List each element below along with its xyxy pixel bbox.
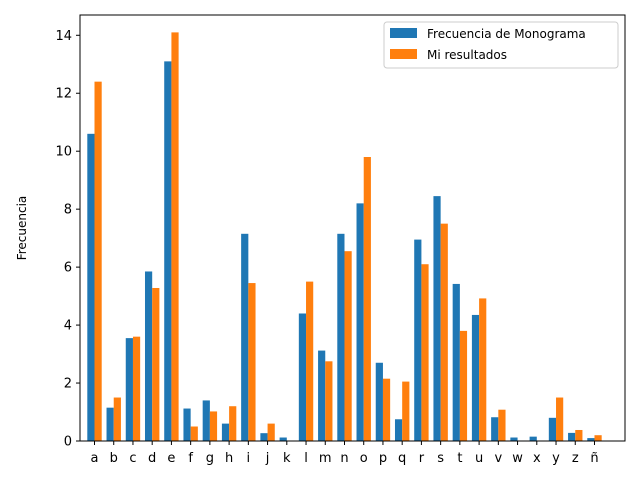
- x-tick-label-o: o: [360, 451, 368, 466]
- y-tick-label-0: 0: [64, 435, 72, 450]
- bar-resultados-z: [575, 429, 583, 441]
- bar-monograma-c: [125, 338, 133, 441]
- bar-monograma-f: [183, 408, 191, 441]
- bar-resultados-ñ: [594, 435, 602, 441]
- bar-resultados-b: [113, 397, 121, 441]
- x-tick-label-x: x: [533, 451, 541, 466]
- y-tick-label-6: 6: [64, 261, 72, 276]
- bar-resultados-i: [248, 283, 256, 441]
- bar-monograma-l: [298, 313, 307, 441]
- bar-monograma-v: [491, 417, 499, 441]
- bar-monograma-o: [356, 203, 364, 441]
- x-tick-label-h: h: [225, 451, 233, 466]
- bar-resultados-c: [132, 336, 141, 441]
- bar-resultados-y: [556, 397, 564, 441]
- bar-monograma-e: [164, 61, 172, 442]
- bar-monograma-b: [106, 407, 114, 441]
- x-tick-label-y: y: [552, 451, 560, 466]
- legend-label-monograma: Frecuencia de Monograma: [427, 27, 586, 41]
- legend: Frecuencia de Monograma Mi resultados: [383, 21, 619, 69]
- bar-monograma-h: [221, 423, 230, 441]
- x-tick-label-c: c: [129, 451, 136, 466]
- y-axis-ticks: 0 2 4 6 8 10 12 14: [55, 29, 80, 450]
- bar-monograma-a: [87, 133, 95, 441]
- x-tick-label-u: u: [475, 451, 483, 466]
- y-tick-label-8: 8: [64, 203, 72, 218]
- x-tick-label-b: b: [110, 451, 118, 466]
- bar-monograma-z: [568, 432, 576, 441]
- legend-frame: [383, 21, 619, 69]
- bar-monograma-k: [279, 437, 287, 441]
- bar-resultados-u: [479, 298, 487, 441]
- x-tick-label-n: n: [340, 451, 348, 466]
- x-tick-label-v: v: [494, 451, 502, 466]
- bar-resultados-m: [325, 361, 333, 441]
- bar-monograma-p: [375, 362, 383, 441]
- y-tick-label-14: 14: [55, 29, 72, 44]
- x-tick-label-a: a: [91, 451, 99, 466]
- bar-resultados-q: [402, 381, 410, 441]
- x-tick-label-s: s: [437, 451, 444, 466]
- y-tick-label-12: 12: [55, 87, 72, 102]
- bar-monograma-x: [529, 436, 537, 441]
- bar-resultados-g: [209, 411, 218, 441]
- bar-monograma-j: [260, 433, 268, 441]
- x-tick-label-p: p: [379, 451, 387, 466]
- bar-monograma-s: [433, 196, 441, 441]
- bar-resultados-r: [421, 264, 429, 441]
- bar-monograma-d: [144, 271, 153, 441]
- bar-monograma-n: [337, 233, 345, 441]
- x-tick-label-e: e: [167, 451, 175, 466]
- legend-label-resultados: Mi resultados: [427, 48, 507, 62]
- x-tick-label-m: m: [319, 451, 332, 466]
- bar-monograma-t: [452, 283, 460, 441]
- bar-resultados-n: [344, 251, 352, 441]
- bars-group: [87, 32, 602, 442]
- bar-resultados-j: [267, 423, 275, 441]
- legend-swatch-resultados: [390, 49, 417, 59]
- bar-resultados-t: [459, 330, 468, 441]
- bar-monograma-i: [241, 233, 249, 441]
- bar-monograma-w: [510, 437, 518, 441]
- x-tick-label-l: l: [304, 451, 308, 466]
- x-tick-label-q: q: [398, 451, 406, 466]
- bar-monograma-ñ: [587, 438, 595, 441]
- x-tick-label-i: i: [247, 451, 251, 466]
- y-tick-label-2: 2: [64, 377, 72, 392]
- bar-resultados-e: [171, 32, 179, 441]
- bar-resultados-o: [363, 157, 371, 441]
- x-tick-label-r: r: [419, 451, 425, 466]
- bar-monograma-u: [471, 314, 480, 441]
- bar-resultados-l: [306, 281, 314, 441]
- bar-monograma-y: [548, 417, 557, 441]
- x-tick-label-z: z: [572, 451, 579, 466]
- bar-resultados-p: [382, 378, 391, 441]
- x-tick-label-g: g: [206, 451, 214, 466]
- bar-monograma-r: [414, 239, 422, 441]
- plot-frame: [79, 14, 626, 442]
- bar-resultados-v: [498, 409, 506, 441]
- x-tick-label-w: w: [512, 451, 523, 466]
- bar-monograma-q: [394, 419, 403, 441]
- bar-resultados-h: [229, 406, 237, 441]
- bar-resultados-f: [190, 426, 198, 441]
- y-tick-label-10: 10: [55, 145, 72, 160]
- bar-resultados-d: [152, 287, 160, 441]
- y-tick-label-4: 4: [64, 319, 72, 334]
- x-tick-label-k: k: [283, 451, 291, 466]
- x-tick-label-t: t: [457, 451, 462, 466]
- x-tick-label-d: d: [148, 451, 156, 466]
- legend-swatch-monograma: [390, 28, 417, 38]
- bar-resultados-a: [94, 81, 102, 442]
- bar-resultados-s: [440, 223, 448, 441]
- bar-monograma-m: [318, 350, 326, 441]
- x-tick-label-ñ: ñ: [590, 451, 598, 466]
- x-tick-label-f: f: [188, 451, 193, 466]
- bar-monograma-g: [202, 400, 210, 441]
- y-axis-label: Frecuencia: [15, 196, 29, 261]
- x-tick-label-j: j: [265, 451, 270, 466]
